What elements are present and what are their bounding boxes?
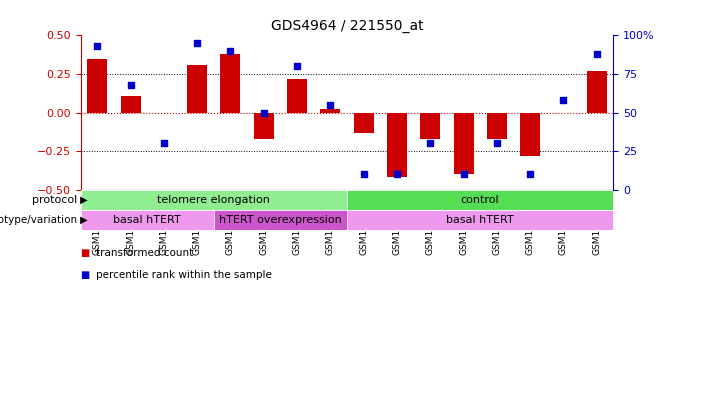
Bar <box>88 59 107 112</box>
Text: telomere elongation: telomere elongation <box>157 195 271 205</box>
Point <box>425 140 436 147</box>
Text: genotype/variation: genotype/variation <box>0 215 77 225</box>
Text: transformed count: transformed count <box>96 248 193 259</box>
Point <box>558 97 569 103</box>
Point <box>591 51 602 57</box>
Text: ■: ■ <box>81 270 90 280</box>
Bar <box>421 112 440 139</box>
Text: hTERT overexpression: hTERT overexpression <box>219 215 342 225</box>
Bar <box>214 210 347 230</box>
Bar <box>221 54 240 112</box>
Bar <box>287 79 307 112</box>
Bar <box>486 112 507 139</box>
Text: basal hTERT: basal hTERT <box>114 215 181 225</box>
Bar <box>187 65 207 112</box>
Point <box>92 43 103 49</box>
Point <box>325 102 336 108</box>
Bar <box>347 190 613 210</box>
Text: percentile rank within the sample: percentile rank within the sample <box>96 270 272 280</box>
Point <box>258 109 269 116</box>
Point <box>158 140 170 147</box>
Bar <box>354 112 374 132</box>
Point <box>358 171 369 178</box>
Point <box>292 63 303 70</box>
Point <box>391 171 402 178</box>
Bar <box>254 112 273 139</box>
Point <box>225 48 236 54</box>
Title: GDS4964 / 221550_at: GDS4964 / 221550_at <box>271 19 423 33</box>
Point <box>524 171 536 178</box>
Text: basal hTERT: basal hTERT <box>447 215 514 225</box>
Bar <box>387 112 407 177</box>
Bar <box>81 210 214 230</box>
Point <box>125 82 136 88</box>
Bar <box>347 210 613 230</box>
Text: control: control <box>461 195 500 205</box>
Text: ▶: ▶ <box>77 215 88 225</box>
Point <box>191 40 203 46</box>
Bar <box>587 71 606 112</box>
Bar <box>81 190 347 210</box>
Text: ■: ■ <box>81 248 90 259</box>
Bar <box>454 112 474 174</box>
Text: ▶: ▶ <box>77 195 88 205</box>
Bar <box>320 110 341 112</box>
Text: protocol: protocol <box>32 195 77 205</box>
Point <box>458 171 469 178</box>
Bar <box>520 112 540 156</box>
Point <box>491 140 503 147</box>
Bar <box>121 95 140 112</box>
